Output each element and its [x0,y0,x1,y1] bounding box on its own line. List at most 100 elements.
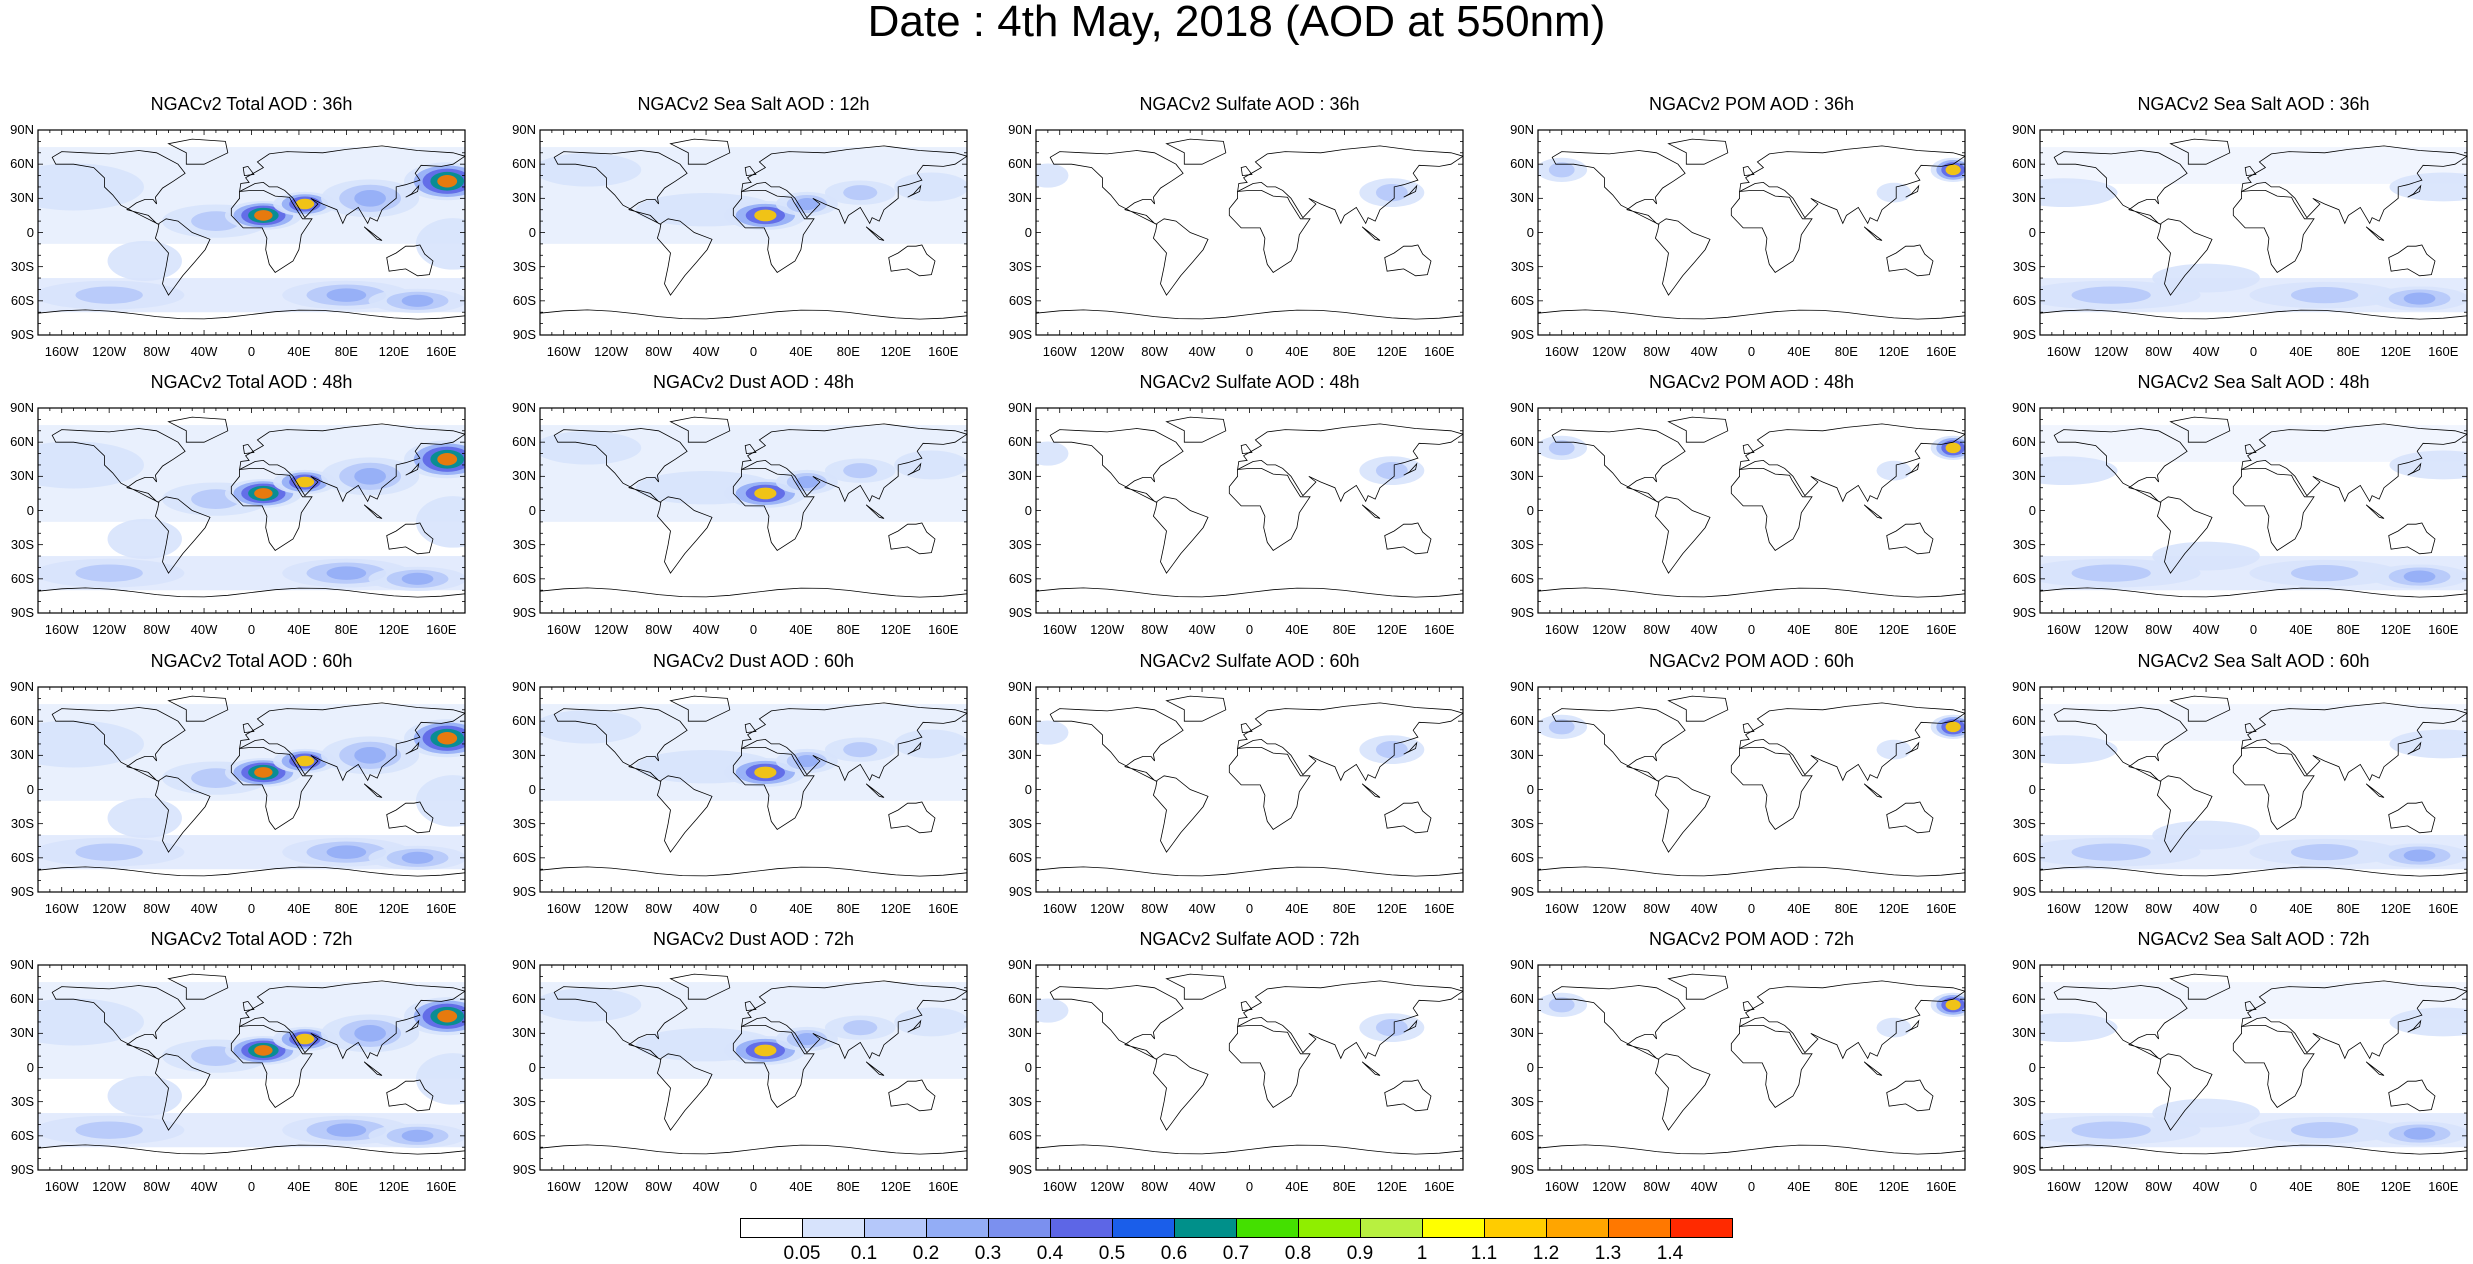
coastline [2169,138,2231,165]
aod-shade [754,766,777,779]
lon-label: 80W [1643,622,1670,637]
panel-title: NGACv2 Total AOD : 60h [150,651,353,671]
coastline [669,695,731,722]
aod-shade [754,487,777,500]
colorbar-label: 0.9 [1346,1243,1374,1264]
lon-label: 120E [1878,622,1910,637]
coastline [230,747,313,830]
lat-label: 60S [10,1127,34,1143]
lon-label: 40E [287,344,311,359]
aod-shade [2040,456,2118,486]
coastline [907,741,922,755]
coastline [363,1061,383,1076]
lon-label: 40W [190,901,218,916]
coastline [1228,1025,1311,1108]
aod-shade [354,190,386,207]
lon-label: 40W [1188,901,1216,916]
lon-label: 80E [836,1179,860,1194]
map-plot [2039,129,2468,336]
lat-label: 60S [1008,849,1032,865]
lon-label: 40W [1188,344,1216,359]
lon-label: 40W [2192,344,2220,359]
lon-label: 120W [2094,622,2129,637]
lon-label: 160E [928,344,959,359]
lon-label: 160W [44,1179,79,1194]
coastline [669,416,731,443]
lat-label: 60S [512,1127,536,1143]
lat-label: 90S [10,327,34,342]
aod-shade [2389,729,2467,759]
lon-label: 80W [1141,901,1168,916]
map-plot [1035,964,1464,1171]
lat-label: 90S [1008,605,1032,620]
lat-label: 0 [1024,781,1032,797]
lon-label: 40W [190,344,218,359]
coastline [2040,309,2467,320]
lat-label: 90S [1510,1162,1534,1177]
lon-label: 120W [1090,622,1125,637]
coastline [1228,190,1311,273]
coastline [669,973,731,1000]
lon-label: 120W [594,344,629,359]
aod-shade [437,732,458,745]
lat-label: 90N [512,122,536,137]
lon-label: 80W [645,622,672,637]
coastline [1403,1019,1418,1033]
coastline [1361,1061,1381,1076]
lat-label: 60N [1008,991,1032,1007]
lon-label: 160E [1424,344,1455,359]
colorbar-segment [1670,1218,1733,1238]
coastline [2407,184,2422,198]
panel-title: NGACv2 Sulfate AOD : 60h [1139,651,1360,671]
aod-shade [1945,442,1961,454]
coastline [865,504,885,519]
lat-label: 90S [512,605,536,620]
lat-label: 0 [26,1059,34,1075]
lon-label: 160W [2046,1179,2081,1194]
lon-label: 40E [287,901,311,916]
lat-label: 30N [2012,747,2036,763]
coastline [540,587,967,598]
lon-label: 40W [190,622,218,637]
coastline [2053,150,2188,225]
aod-shade [843,1020,878,1036]
lon-label: 40E [1787,344,1811,359]
coastline [2156,775,2213,853]
aod-shade [2389,1007,2467,1037]
lon-label: 120E [1376,1179,1408,1194]
lon-label: 120E [378,344,410,359]
coastline [239,702,465,782]
coastline [656,496,713,574]
lon-label: 40W [190,1179,218,1194]
coastline [669,138,731,165]
coastline [2241,145,2467,225]
aod-shade [843,463,878,479]
colorbar-segment [926,1218,989,1238]
lon-label: 0 [1747,1179,1756,1194]
lon-label: 160E [1424,1179,1455,1194]
aod-shade [38,998,144,1046]
lon-label: 160W [1042,344,1077,359]
coastline [242,165,255,177]
lat-label: 30S [10,258,34,274]
lat-label: 90S [2012,1162,2036,1177]
lon-label: 80W [1141,1179,1168,1194]
lon-label: 80W [2145,901,2172,916]
coastline [2407,462,2422,476]
lon-label: 120W [594,1179,629,1194]
coastline [865,226,885,241]
coastline [154,496,211,574]
coastline [865,1061,885,1076]
coastline [2244,443,2257,455]
coastline [230,1025,313,1108]
coastline [1538,309,1965,320]
lon-label: 0 [1245,344,1254,359]
lat-label: 90S [1510,884,1534,899]
coastline [540,309,967,320]
coastline [363,783,383,798]
lat-label: 90N [1510,679,1534,694]
coastline [1165,138,1227,165]
aod-shade [415,496,465,548]
coastline [888,1079,936,1112]
lon-label: 160E [1926,344,1957,359]
